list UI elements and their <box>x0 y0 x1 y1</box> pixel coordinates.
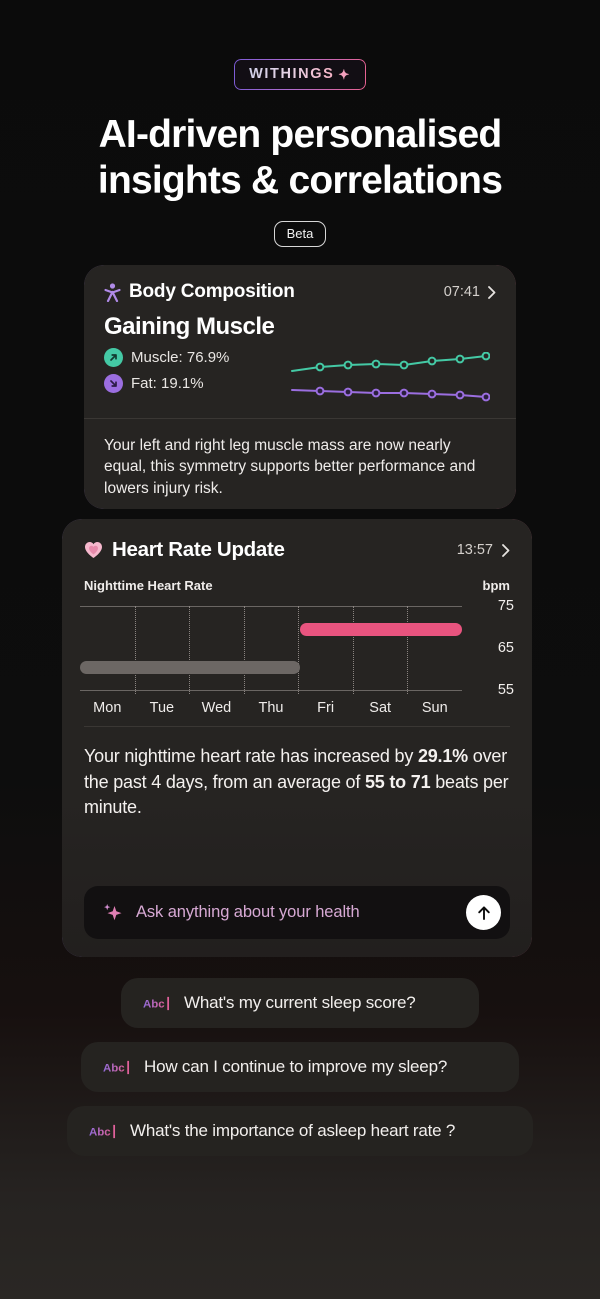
submit-button[interactable] <box>466 895 501 930</box>
x-tick-wed: Wed <box>201 700 232 716</box>
body-composition-body: Muscle: 76.9% Fat: 19.1% <box>104 348 496 404</box>
list-item-label: What's my current sleep score? <box>184 993 416 1012</box>
hr-desc-part-2: over the past 4 days, from an average of <box>84 746 508 792</box>
withings-logo-badge: WITHINGS ✦ <box>234 59 366 90</box>
gridline-v-6 <box>407 606 409 694</box>
x-tick-labels: Mon Tue Wed Thu Fri Sat Sun <box>80 700 462 716</box>
list-item[interactable]: Abc How can I continue to improve my sle… <box>81 1042 519 1092</box>
body-composition-top: Body Composition 07:41 Gaining Muscle <box>84 265 516 418</box>
gridline-v-1 <box>134 606 136 694</box>
body-composition-sparklines <box>291 352 490 402</box>
gridline-v-5 <box>352 606 354 694</box>
divider <box>84 418 516 419</box>
abc-text-icon: Abc <box>103 1060 133 1075</box>
heart-rate-chart: 75 65 55 Mon Tue Wed Thu Fri Sat Sun <box>80 598 514 716</box>
ask-input-bar[interactable]: Ask anything about your health <box>84 886 510 939</box>
svg-text:Abc: Abc <box>143 998 165 1010</box>
y-tick-65: 65 <box>497 640 514 656</box>
heart-rate-timestamp: 13:57 <box>456 542 493 558</box>
arrow-up-circle-icon <box>477 905 490 920</box>
heart-rate-title: Heart Rate Update <box>112 538 285 561</box>
arrow-up-right-icon <box>104 348 123 367</box>
list-item[interactable]: Abc What's the importance of asleep hear… <box>67 1106 533 1156</box>
x-tick-thu: Thu <box>258 700 284 716</box>
chart-label: Nighttime Heart Rate <box>84 578 213 593</box>
hr-desc-part-0: Your nighttime heart rate has increased … <box>84 746 418 766</box>
body-composition-timestamp: 07:41 <box>443 284 480 300</box>
gridline-bottom <box>80 690 462 691</box>
body-composition-description: Your left and right leg muscle mass are … <box>104 437 476 497</box>
sparkle-icon <box>104 903 122 920</box>
abc-text-icon: Abc <box>143 996 173 1011</box>
gridline-v-3 <box>243 606 245 694</box>
chevron-right-icon[interactable] <box>488 285 496 299</box>
stat-muscle-label: Muscle: 76.9% <box>131 349 230 366</box>
body-composition-stats: Muscle: 76.9% Fat: 19.1% <box>104 348 229 393</box>
brand-name: WITHINGS <box>249 66 335 82</box>
sparkle-icon: ✦ <box>338 66 351 82</box>
hr-desc-part-1: 29.1% <box>417 746 468 766</box>
body-composition-card[interactable]: Body Composition 07:41 Gaining Muscle <box>84 265 516 509</box>
heart-rate-header: Heart Rate Update 13:57 <box>62 519 532 562</box>
page-title-line-2: insights & correlations <box>97 159 503 203</box>
brand-header: WITHINGS ✦ <box>0 0 600 90</box>
bar-previous-average <box>80 661 301 674</box>
list-item-label: What's the importance of asleep heart ra… <box>130 1121 456 1140</box>
stat-fat-label: Fat: 19.1% <box>131 375 204 392</box>
stat-muscle: Muscle: 76.9% <box>104 348 229 367</box>
heart-rate-title-group: Heart Rate Update <box>84 538 285 562</box>
svg-text:Abc: Abc <box>89 1126 111 1138</box>
arrow-down-right-icon <box>104 374 123 393</box>
heart-rate-card-inner: Heart Rate Update 13:57 Nighttime Heart … <box>62 519 532 957</box>
heart-rate-description: Your nighttime heart rate has increased … <box>62 727 532 821</box>
suggestion-list: Abc What's my current sleep score? Abc H… <box>0 978 600 1170</box>
page-title-line-1: AI-driven personalised <box>98 113 503 156</box>
svg-text:Abc: Abc <box>103 1062 125 1074</box>
gridline-v-2 <box>189 606 191 694</box>
list-item-label: How can I continue to improve my sleep? <box>144 1057 448 1076</box>
chart-plot <box>80 602 462 694</box>
chevron-right-icon[interactable] <box>502 543 510 557</box>
body-composition-header: Body Composition 07:41 <box>104 281 496 303</box>
heart-icon <box>85 542 102 558</box>
gridline-v-4 <box>298 606 300 694</box>
body-composition-card-inner: Body Composition 07:41 Gaining Muscle <box>84 265 516 509</box>
ask-input[interactable]: Ask anything about your health <box>136 903 360 921</box>
heart-rate-card[interactable]: Heart Rate Update 13:57 Nighttime Heart … <box>62 519 532 957</box>
body-composition-meta[interactable]: 07:41 <box>444 284 496 300</box>
hr-desc-part-4: beats per minute. <box>84 771 509 818</box>
abc-text-icon: Abc <box>89 1124 119 1139</box>
list-item[interactable]: Abc What's my current sleep score? <box>121 978 479 1028</box>
x-tick-sat: Sat <box>369 700 392 716</box>
withings-logo-text: WITHINGS ✦ <box>249 66 351 82</box>
bar-current-average <box>300 623 462 636</box>
status-badge: Beta <box>273 221 327 248</box>
gridline-top <box>80 606 462 607</box>
y-tick-55: 55 <box>497 682 514 698</box>
body-composition-title: Body Composition <box>129 281 295 302</box>
x-tick-sun: Sun <box>421 700 448 716</box>
body-figure-icon <box>104 282 121 302</box>
x-tick-tue: Tue <box>149 700 175 716</box>
chart-unit: bpm <box>482 578 510 593</box>
beta-badge-row: Beta <box>0 221 600 248</box>
stat-fat: Fat: 19.1% <box>104 374 229 393</box>
heart-rate-meta[interactable]: 13:57 <box>457 542 510 558</box>
divider <box>84 726 510 727</box>
x-tick-fri: Fri <box>317 700 335 716</box>
page-title: AI-driven personalised insights & correl… <box>0 112 600 204</box>
y-tick-75: 75 <box>497 598 514 614</box>
chart-axis-labels: Nighttime Heart Rate bpm <box>62 562 532 593</box>
x-tick-mon: Mon <box>93 700 122 716</box>
body-composition-headline: Gaining Muscle <box>104 313 275 340</box>
body-composition-title-group: Body Composition <box>104 281 295 303</box>
hr-desc-part-3: 55 to 71 <box>364 771 431 792</box>
